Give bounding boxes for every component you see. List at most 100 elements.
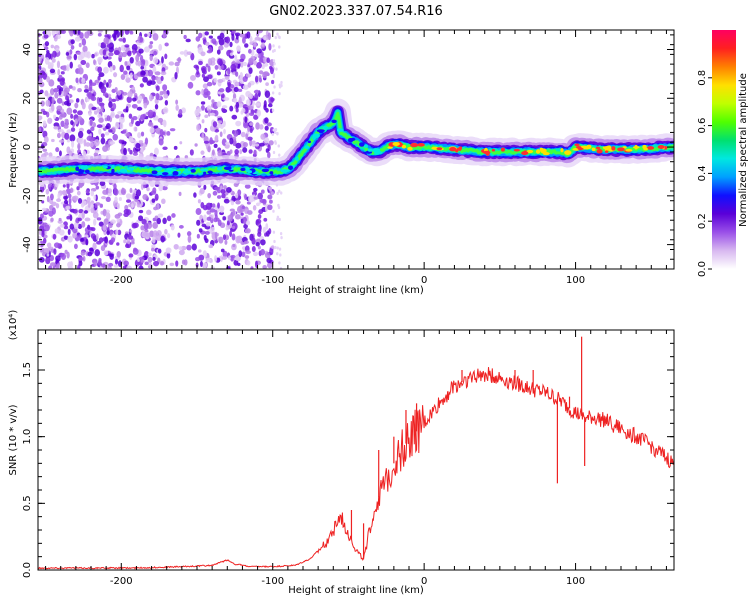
noise-dot (220, 189, 226, 194)
noise-dot (271, 108, 275, 112)
noise-dot (104, 131, 110, 136)
noise-dot (81, 241, 86, 246)
noise-dot (214, 231, 218, 239)
noise-dot (64, 249, 68, 255)
noise-dot (78, 234, 82, 239)
noise-dot (223, 198, 230, 204)
ridge-peak (269, 171, 274, 175)
noise-dot (129, 149, 133, 155)
noise-dot (71, 86, 76, 91)
ridge-peak (318, 129, 324, 134)
noise-dot (84, 84, 89, 90)
noise-dot (77, 110, 83, 116)
y-tick-label: 1.0 (22, 429, 33, 445)
ridge-peak (359, 142, 365, 147)
noise-dot (214, 255, 218, 263)
noise-dot (152, 256, 156, 261)
noise-dot (80, 59, 87, 66)
noise-dot (67, 228, 71, 236)
noise-dot (196, 233, 200, 239)
noise-dot (153, 57, 159, 65)
noise-dot (53, 36, 58, 42)
ridge-peak (539, 147, 544, 152)
noise-dot (129, 30, 134, 35)
noise-dot (260, 239, 266, 246)
noise-dot (252, 251, 259, 257)
noise-dot (96, 217, 102, 221)
noise-dot (87, 251, 93, 257)
noise-dot (98, 97, 103, 103)
noise-dot (116, 242, 120, 246)
noise-dot (55, 203, 60, 209)
noise-dot (63, 124, 69, 129)
noise-dot (40, 213, 44, 219)
noise-dot (200, 101, 206, 105)
noise-dot (248, 195, 254, 203)
noise-dot (217, 78, 224, 83)
noise-dot (227, 88, 233, 92)
ridge-peak (579, 145, 588, 149)
noise-dot (84, 217, 91, 222)
noise-dot (271, 245, 275, 249)
noise-dot (98, 81, 103, 88)
noise-dot (89, 119, 93, 126)
noise-dot (152, 33, 159, 41)
noise-dot (185, 38, 191, 43)
noise-dot (47, 183, 52, 191)
noise-dot (270, 97, 275, 103)
noise-dot (134, 126, 138, 132)
noise-dot (85, 189, 90, 194)
ridge-peak (374, 150, 382, 155)
noise-dot (93, 139, 100, 147)
noise-dot (231, 114, 238, 120)
noise-dot (97, 66, 103, 74)
ridge-peak (126, 167, 135, 171)
noise-dot (234, 54, 238, 62)
noise-dot (231, 195, 236, 203)
noise-dot (223, 185, 227, 190)
noise-dot (139, 36, 144, 43)
noise-dot (149, 41, 154, 45)
noise-dot (262, 226, 267, 234)
noise-dot (104, 114, 108, 118)
noise-dot (121, 141, 127, 145)
ridge-peak (168, 171, 172, 175)
noise-dot (179, 141, 183, 145)
noise-dot (138, 215, 144, 222)
noise-dot (207, 58, 212, 66)
noise-dot (147, 32, 151, 37)
noise-dot (123, 208, 130, 215)
noise-dot (47, 246, 52, 251)
noise-dot (144, 137, 149, 145)
noise-dot (257, 227, 262, 235)
noise-dot (206, 210, 212, 215)
noise-dot (121, 51, 127, 58)
noise-dot (98, 72, 105, 78)
noise-dot (120, 74, 126, 80)
noise-dot (74, 118, 78, 125)
noise-dot (198, 228, 203, 233)
noise-dot (186, 231, 192, 237)
noise-dot (249, 36, 253, 43)
noise-dot (205, 202, 212, 210)
noise-dot (88, 226, 94, 231)
noise-dot (249, 139, 253, 147)
noise-dot (235, 107, 239, 113)
noise-dot (253, 149, 257, 156)
noise-dot (176, 57, 182, 62)
noise-dot (77, 88, 82, 93)
noise-dot (201, 119, 205, 124)
noise-dot (204, 114, 209, 119)
noise-dot (230, 200, 235, 206)
noise-dot (152, 221, 158, 229)
noise-dot (117, 90, 122, 96)
noise-dot (231, 233, 236, 241)
noise-dot (231, 225, 236, 230)
noise-dot (110, 237, 116, 243)
noise-dot (263, 137, 270, 144)
noise-dot (240, 60, 244, 68)
noise-dot (219, 205, 225, 213)
noise-dot (203, 76, 209, 83)
noise-dot (51, 57, 56, 63)
y-tick-label: 40 (22, 43, 33, 56)
